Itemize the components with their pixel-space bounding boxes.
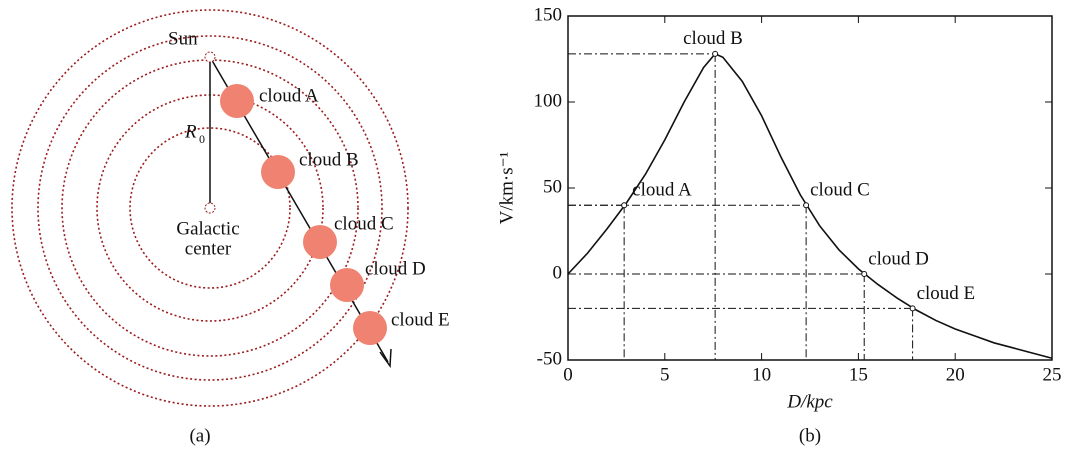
cloud	[330, 268, 364, 302]
point-label: cloud A	[632, 180, 692, 201]
cloud	[261, 155, 295, 189]
cloud	[303, 225, 337, 259]
x-tick-label: 5	[660, 364, 670, 385]
center-label: Galactic	[176, 218, 239, 239]
x-axis-label: D/kpc	[786, 391, 833, 412]
x-tick-label: 25	[1043, 364, 1062, 385]
arrow-head	[379, 348, 392, 369]
x-tick-label: 15	[849, 364, 868, 385]
cloud-label: cloud D	[365, 258, 426, 279]
point	[803, 202, 810, 209]
point-label: cloud D	[868, 248, 929, 269]
point	[909, 305, 916, 312]
radius-label: R	[184, 121, 197, 142]
cloud-label: cloud B	[299, 149, 359, 170]
orbit	[61, 59, 359, 357]
cloud	[220, 84, 254, 118]
point-label: cloud E	[917, 283, 976, 304]
y-axis-label: V/km·s⁻¹	[496, 151, 517, 224]
sun-label: Sun	[168, 28, 198, 49]
point	[861, 271, 868, 277]
center-label: center	[185, 238, 232, 259]
line	[567, 52, 1053, 360]
y-tick-label: 100	[534, 90, 563, 111]
caption: (a)	[189, 425, 210, 446]
point	[621, 202, 628, 209]
y-tick-label: 0	[553, 262, 563, 283]
center-marker	[204, 202, 216, 214]
y-tick-label: -50	[537, 348, 562, 369]
sun-marker	[204, 51, 216, 63]
caption: (b)	[799, 425, 821, 446]
cloud-label: cloud C	[334, 213, 394, 234]
point-label: cloud B	[683, 28, 743, 49]
cloud-label: cloud A	[259, 85, 319, 106]
y-tick-label: 150	[534, 4, 563, 25]
x-tick-label: 20	[946, 364, 965, 385]
cloud	[353, 311, 387, 345]
y-tick-label: 50	[543, 176, 562, 197]
cloud-label: cloud E	[391, 309, 450, 330]
x-tick-label: 0	[563, 364, 573, 385]
orbit	[129, 127, 291, 289]
diagram: Sun R 0 Galactic center cloud A cloud B …	[11, 9, 450, 446]
point	[712, 50, 719, 57]
point-label: cloud C	[810, 180, 870, 201]
orbit	[11, 9, 409, 407]
radius-subscript: 0	[199, 132, 205, 146]
x-tick-label: 10	[752, 364, 771, 385]
orbit	[37, 35, 383, 381]
